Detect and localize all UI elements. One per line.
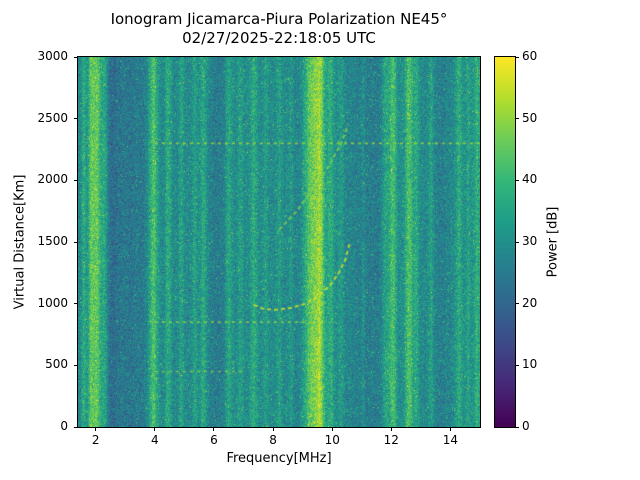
x-tick-label: 4	[151, 433, 159, 447]
x-tick-label: 6	[210, 433, 218, 447]
x-tick-label: 14	[442, 433, 459, 447]
y-tick-label: 0	[60, 419, 68, 433]
plot-title: Ionogram Jicamarca-Piura Polarization NE…	[110, 10, 448, 28]
ionogram-heatmap-canvas	[78, 57, 480, 427]
x-tick-mark	[449, 427, 451, 431]
x-axis-label: Frequency[MHz]	[226, 451, 332, 466]
y-tick-label: 500	[45, 357, 68, 372]
plot-area-frame	[77, 56, 481, 428]
y-tick-label: 2000	[37, 172, 68, 187]
colorbar-label: Power [dB]	[545, 206, 561, 278]
x-tick-mark	[213, 427, 215, 431]
colorbar-tick-label: 10	[522, 357, 538, 372]
x-tick-label: 12	[383, 433, 399, 447]
colorbar-frame	[494, 56, 516, 428]
x-tick-mark	[95, 427, 97, 431]
y-tick-mark	[74, 118, 78, 120]
x-tick-mark	[154, 427, 156, 431]
y-tick-mark	[74, 241, 78, 243]
y-tick-mark	[74, 179, 78, 181]
y-tick-mark	[74, 426, 78, 428]
colorbar-tick-mark	[515, 179, 519, 181]
y-tick-mark	[74, 303, 78, 305]
colorbar-tick-label: 0	[522, 419, 530, 433]
y-tick-label: 1500	[37, 234, 68, 248]
y-tick-mark	[74, 364, 78, 366]
colorbar-tick-mark	[515, 241, 519, 243]
colorbar-tick-mark	[515, 118, 519, 120]
y-tick-label: 1000	[37, 295, 68, 310]
colorbar-tick-mark	[515, 364, 519, 366]
colorbar-gradient-canvas	[495, 57, 515, 427]
y-axis-label: Virtual Distance[Km]	[12, 174, 28, 310]
colorbar-tick-label: 20	[522, 295, 538, 310]
colorbar-tick-label: 30	[522, 234, 538, 248]
x-tick-mark	[390, 427, 392, 431]
x-tick-label: 10	[324, 433, 340, 447]
colorbar-tick-mark	[515, 56, 519, 58]
x-tick-label: 8	[269, 433, 277, 447]
plot-subtitle-timestamp: 02/27/2025-22:18:05 UTC	[182, 29, 376, 47]
colorbar-tick-label: 40	[522, 172, 538, 187]
x-tick-label: 2	[91, 433, 100, 447]
colorbar-tick-mark	[515, 426, 519, 428]
colorbar-tick-label: 50	[522, 110, 538, 125]
y-tick-label: 2500	[37, 110, 68, 125]
colorbar-tick-label: 60	[522, 49, 538, 63]
x-tick-mark	[331, 427, 333, 431]
x-tick-mark	[272, 427, 274, 431]
y-tick-mark	[74, 56, 78, 58]
y-tick-label: 3000	[37, 49, 68, 63]
colorbar-tick-mark	[515, 303, 519, 305]
